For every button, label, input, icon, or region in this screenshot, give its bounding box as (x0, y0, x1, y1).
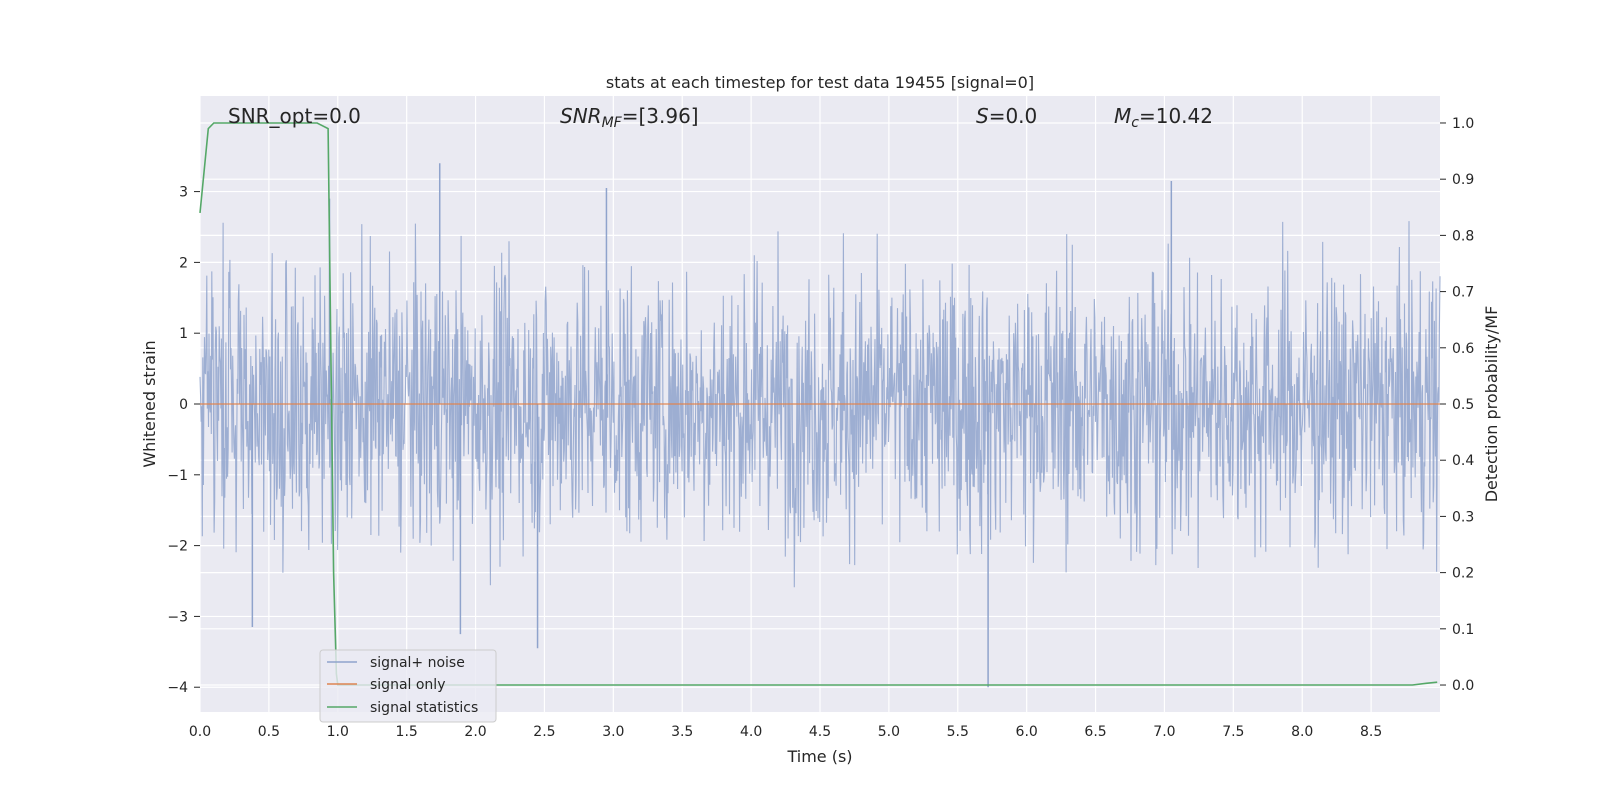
y2-tick-label: 0.7 (1452, 285, 1474, 301)
legend-label-signal-only: signal only (370, 677, 445, 693)
x-tick-label: 7.0 (1153, 724, 1175, 740)
y-tick-label: −1 (167, 468, 188, 484)
signal-plus-noise-line (199, 221, 1441, 588)
x-tick-label: 3.0 (602, 724, 624, 740)
series-layer (199, 122, 1440, 686)
y2-tick-label: 0.6 (1452, 341, 1474, 357)
chart-title: stats at each timestep for test data 194… (606, 73, 1034, 92)
y-tick-label: 1 (179, 326, 188, 342)
x-tick-label: 0.0 (189, 724, 211, 740)
y2-tick-label: 0.8 (1452, 228, 1474, 244)
y2-tick-label: 1.0 (1452, 116, 1474, 132)
y-tick-label: 2 (179, 255, 188, 271)
x-tick-label: 4.0 (740, 724, 762, 740)
y-axis-ticks: 3 2 1 0 −1 −2 −3 −4 (167, 185, 200, 696)
y2-tick-label: 0.1 (1452, 622, 1474, 638)
y2-tick-label: 0.0 (1452, 678, 1474, 694)
legend: signal+ noise signal only signal statist… (319, 649, 497, 723)
x-tick-label: 1.0 (327, 724, 349, 740)
x-tick-label: 6.5 (1084, 724, 1106, 740)
annotation-s: S=0.0 (976, 104, 1037, 128)
annotation-snr-mf-sub: MF (602, 115, 623, 131)
y-axis-label: Whitened strain (140, 340, 159, 467)
annotation-mc: Mc=10.42 (1114, 104, 1213, 131)
annotation-s-value: =0.0 (989, 104, 1038, 128)
x-tick-label: 2.0 (464, 724, 486, 740)
x-tick-label: 6.0 (1016, 724, 1038, 740)
legend-label-signal-noise: signal+ noise (370, 655, 465, 671)
y2-axis-label: Detection probability/MF (1482, 306, 1501, 503)
signal-statistics-line (199, 122, 1438, 686)
annotation-snr-mf-main: SNR (560, 104, 602, 128)
x-axis-label: Time (s) (786, 747, 852, 766)
y-tick-label: 3 (179, 185, 188, 201)
annotation-snr-mf-value: =[3.96] (622, 104, 699, 128)
annotation-s-main: S (976, 104, 989, 128)
y-tick-label: −3 (167, 609, 188, 625)
x-tick-label: 8.5 (1360, 724, 1382, 740)
y2-axis-ticks: 1.0 0.9 0.8 0.7 0.6 0.5 0.4 0.3 0.2 0.1 0.0 (1440, 116, 1474, 694)
y2-tick-label: 0.4 (1452, 453, 1474, 469)
x-tick-label: 5.0 (878, 724, 900, 740)
x-tick-label: 4.5 (809, 724, 831, 740)
x-tick-label: 0.5 (258, 724, 280, 740)
signal-plus-noise-series (199, 163, 1441, 688)
annotation-snr-opt: SNR_opt=0.0 (228, 104, 361, 128)
x-axis-ticks: 0.0 0.5 1.0 1.5 2.0 2.5 3.0 3.5 4.0 4.5 5.0 5.5 6.0 6… (189, 724, 1382, 740)
y2-tick-label: 0.3 (1452, 509, 1474, 525)
x-tick-label: 1.5 (396, 724, 418, 740)
y-tick-label: −2 (167, 539, 188, 555)
y-tick-label: 0 (179, 397, 188, 413)
annotation-mc-sub: c (1131, 115, 1139, 131)
y2-tick-label: 0.2 (1452, 566, 1474, 582)
x-tick-label: 7.5 (1222, 724, 1244, 740)
y2-tick-label: 0.9 (1452, 172, 1474, 188)
annotation-snr-mf: SNRMF=[3.96] (560, 104, 699, 131)
x-tick-label: 2.5 (533, 724, 555, 740)
x-tick-label: 5.5 (947, 724, 969, 740)
annotation-mc-value: =10.42 (1139, 104, 1213, 128)
y-tick-label: −4 (167, 680, 188, 696)
x-tick-label: 3.5 (671, 724, 693, 740)
x-tick-label: 8.0 (1291, 724, 1313, 740)
legend-label-signal-statistics: signal statistics (370, 700, 478, 716)
y2-tick-label: 0.5 (1452, 397, 1474, 413)
annotation-mc-main: M (1114, 104, 1131, 128)
legend-box (319, 649, 497, 723)
